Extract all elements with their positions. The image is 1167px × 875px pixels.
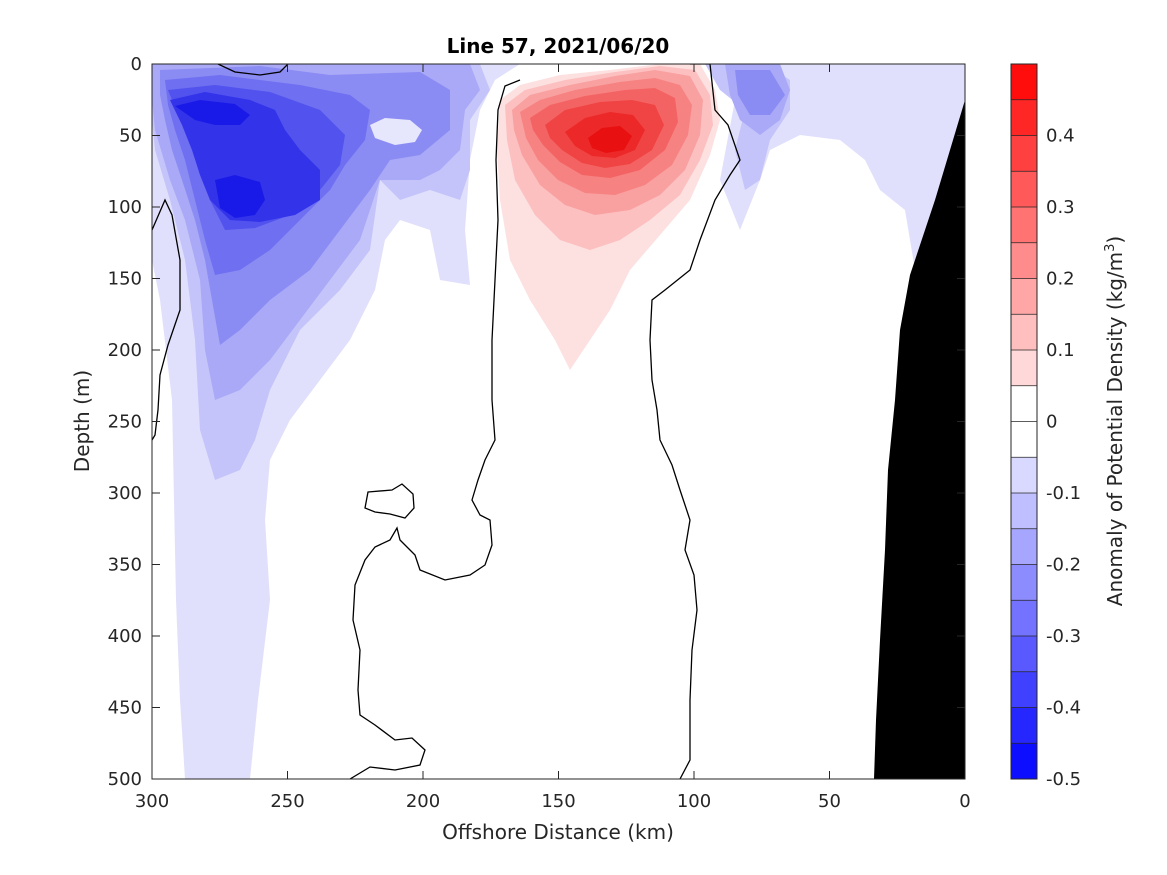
colorbar-swatch: [1011, 600, 1037, 637]
colorbar-tick-label: 0.4: [1046, 126, 1075, 147]
colorbar-tick-label: -0.2: [1046, 555, 1081, 576]
x-axis: 300 250 200 150 100 50 0: [135, 64, 971, 812]
zero-contours: [152, 64, 741, 779]
colorbar: [1011, 63, 1037, 780]
colorbar-swatch: [1011, 314, 1037, 351]
zero-contour-left: [152, 198, 181, 441]
colorbar-swatch: [1011, 457, 1037, 494]
x-tick-label: 50: [818, 791, 841, 812]
colorbar-tick-label: -0.1: [1046, 483, 1081, 504]
colorbar-swatch: [1011, 350, 1037, 387]
colorbar-tick-label: 0.1: [1046, 340, 1075, 361]
y-axis-label: Depth (m): [70, 370, 94, 472]
contour-band-pos-040: [588, 126, 632, 153]
colorbar-ticks: 0.4 0.3 0.2 0.1 0 -0.1 -0.2 -0.3 -0.4 -0.5: [1046, 126, 1081, 791]
colorbar-tick-label: 0: [1046, 412, 1057, 433]
zero-contour-center-left: [349, 79, 521, 779]
colorbar-tick-label: 0.3: [1046, 197, 1075, 218]
x-tick-label: 100: [677, 791, 711, 812]
y-tick-label: 0: [131, 54, 142, 75]
y-axis: 0 50 100 150 200 250 300 350 400 450 500: [108, 54, 965, 790]
y-tick-label: 200: [108, 340, 142, 361]
x-axis-label: Offshore Distance (km): [442, 820, 674, 844]
contour-band-neg-white-hole: [370, 118, 422, 145]
colorbar-tick-label: -0.3: [1046, 626, 1081, 647]
bathymetry-shelf: [874, 64, 965, 779]
colorbar-swatch: [1011, 564, 1037, 601]
colorbar-swatch: [1011, 671, 1037, 708]
colorbar-swatch: [1011, 743, 1037, 780]
x-tick-label: 150: [541, 791, 575, 812]
colorbar-swatch: [1011, 64, 1037, 101]
colorbar-swatch: [1011, 242, 1037, 279]
colorbar-swatch: [1011, 99, 1037, 136]
y-tick-label: 500: [108, 769, 142, 790]
x-tick-label: 0: [959, 791, 970, 812]
colorbar-tick-label: -0.4: [1046, 698, 1081, 719]
colorbar-swatch: [1011, 493, 1037, 530]
y-tick-label: 250: [108, 412, 142, 433]
chart-title: Line 57, 2021/06/20: [447, 34, 670, 58]
colorbar-tick-label: 0.2: [1046, 269, 1075, 290]
colorbar-swatch: [1011, 385, 1037, 422]
colorbar-swatch: [1011, 636, 1037, 673]
y-tick-label: 150: [108, 269, 142, 290]
colorbar-swatch: [1011, 278, 1037, 315]
y-tick-label: 50: [119, 126, 142, 147]
colorbar-swatch: [1011, 421, 1037, 458]
zero-contour-left-top: [217, 64, 289, 76]
x-tick-label: 250: [270, 791, 304, 812]
y-tick-label: 400: [108, 626, 142, 647]
colorbar-label: Anomaly of Potential Density (kg/m3): [1103, 236, 1127, 606]
colorbar-swatch: [1011, 135, 1037, 172]
colorbar-swatch: [1011, 207, 1037, 244]
contour-band-neg-045: [175, 100, 265, 218]
y-tick-label: 100: [108, 197, 142, 218]
negative-anomaly-field: [152, 64, 965, 779]
colorbar-swatch: [1011, 528, 1037, 565]
y-tick-label: 300: [108, 483, 142, 504]
zero-contour-island: [364, 483, 415, 519]
zero-contour-center: [649, 64, 741, 779]
contour-band-neg-040: [170, 92, 320, 222]
plot-area: [152, 64, 965, 779]
positive-anomaly-field: [497, 64, 720, 370]
colorbar-tick-label: -0.5: [1046, 769, 1081, 790]
colorbar-swatch: [1011, 171, 1037, 208]
colorbar-frame: [1010, 63, 1038, 780]
x-tick-label: 300: [135, 791, 169, 812]
x-tick-label: 200: [406, 791, 440, 812]
y-tick-label: 450: [108, 698, 142, 719]
colorbar-swatch: [1011, 707, 1037, 744]
y-tick-label: 350: [108, 555, 142, 576]
